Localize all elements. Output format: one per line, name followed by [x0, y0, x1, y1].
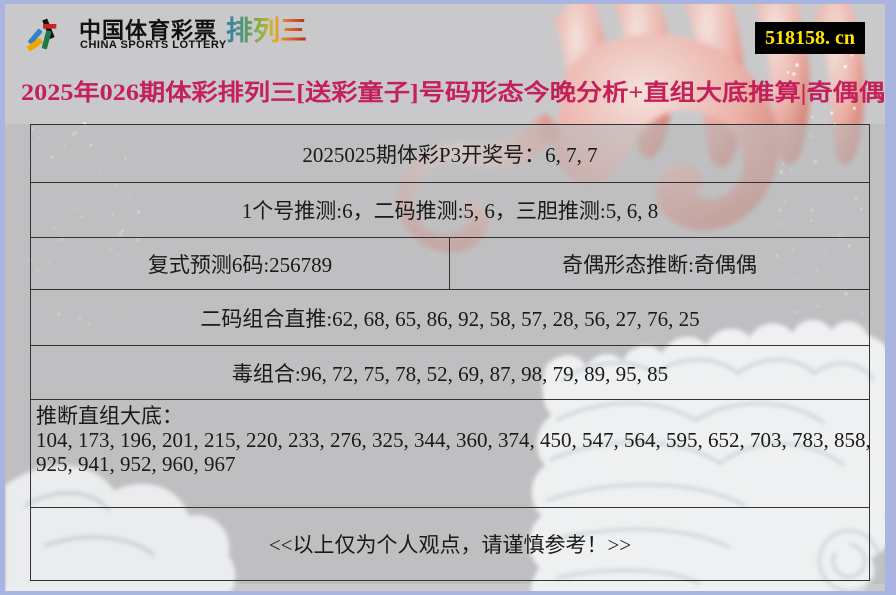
svg-text:排列三: 排列三	[226, 16, 307, 46]
